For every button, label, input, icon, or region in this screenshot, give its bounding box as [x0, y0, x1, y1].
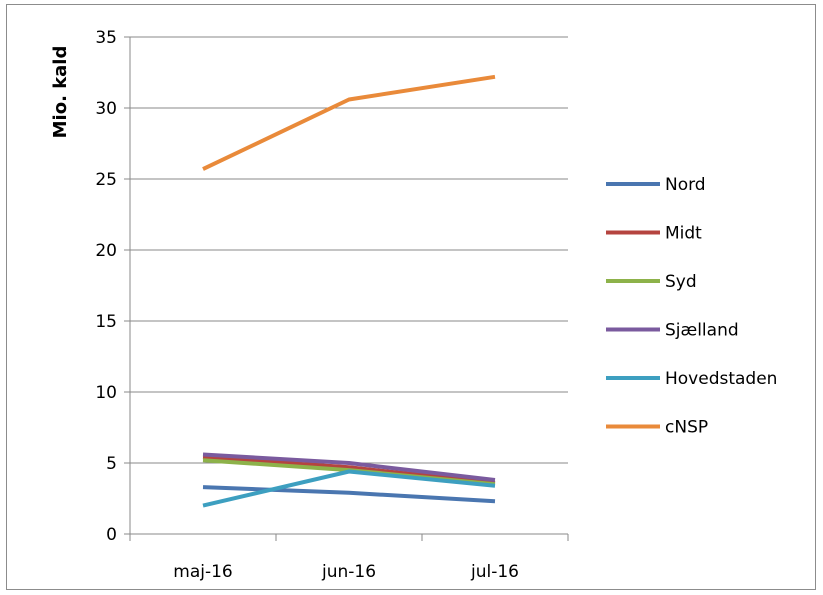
- x-tick-label: maj-16: [173, 562, 232, 582]
- series-line-sj-lland: [202, 452, 496, 482]
- x-tick-label: jun-16: [321, 562, 376, 582]
- legend-label: Syd: [665, 272, 697, 292]
- y-tick-label: 20: [95, 241, 117, 261]
- y-tick-label: 0: [106, 525, 117, 545]
- series-line-nord: [202, 485, 496, 504]
- y-axis-label: Mio. kald: [50, 46, 71, 139]
- legend-label: Midt: [665, 224, 702, 244]
- y-tick-label: 30: [95, 99, 117, 119]
- series-line-cnsp: [202, 74, 496, 171]
- series-line-hovedstaden: [202, 469, 496, 508]
- x-tick-label: jul-16: [470, 562, 519, 582]
- legend-label: cNSP: [665, 418, 708, 438]
- gridlines: [130, 36, 568, 464]
- legend: Nord Midt Syd Sjælland Hovedstaden cNSP: [606, 175, 777, 438]
- legend-label: Hovedstaden: [665, 369, 777, 389]
- series-lines: [202, 74, 496, 508]
- y-tick-label: 35: [95, 28, 117, 48]
- y-tick-label: 15: [95, 312, 117, 332]
- chart-frame: [6, 4, 816, 590]
- y-tick-label: 5: [106, 454, 117, 474]
- axes: 0 5 10 15 20 25 30 35 maj-16 jun-16 jul-16: [95, 28, 569, 582]
- y-tick-label: 10: [95, 383, 117, 403]
- legend-label: Nord: [665, 175, 706, 195]
- y-tick-label: 25: [95, 170, 117, 190]
- legend-label: Sjælland: [665, 321, 739, 341]
